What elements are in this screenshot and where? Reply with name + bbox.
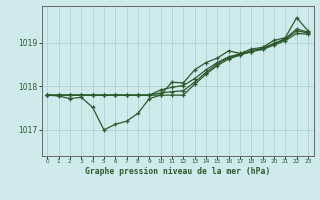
X-axis label: Graphe pression niveau de la mer (hPa): Graphe pression niveau de la mer (hPa) bbox=[85, 167, 270, 176]
